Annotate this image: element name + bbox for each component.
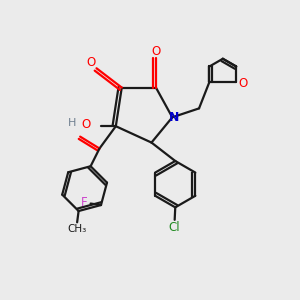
Text: N: N <box>169 111 179 124</box>
Text: H: H <box>68 118 76 128</box>
Text: F: F <box>80 196 87 209</box>
Text: O: O <box>82 118 91 131</box>
Text: O: O <box>238 77 248 90</box>
Text: O: O <box>151 45 160 58</box>
Text: O: O <box>86 56 96 69</box>
Text: CH₃: CH₃ <box>68 224 87 234</box>
Text: Cl: Cl <box>169 221 181 234</box>
